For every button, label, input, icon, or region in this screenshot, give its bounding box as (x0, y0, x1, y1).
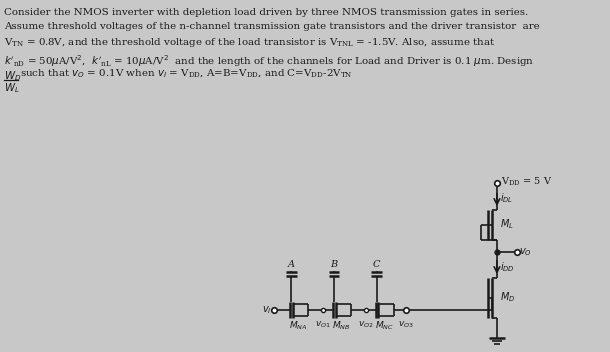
Text: $M_{NB}$: $M_{NB}$ (332, 320, 351, 333)
Text: Assume threshold voltages of the n-channel transmission gate transistors and the: Assume threshold voltages of the n-chann… (4, 22, 540, 31)
Text: V$_{\mathregular{TN}}$ = 0.8V, and the threshold voltage of the load transistor : V$_{\mathregular{TN}}$ = 0.8V, and the t… (4, 36, 496, 49)
Text: $M_{NC}$: $M_{NC}$ (375, 320, 394, 333)
Text: $v_{O2}$: $v_{O2}$ (358, 320, 374, 331)
Text: $i_{DL}$: $i_{DL}$ (500, 191, 513, 205)
Text: B: B (331, 260, 337, 269)
Text: V$_{\mathregular{DD}}$ = 5 V: V$_{\mathregular{DD}}$ = 5 V (500, 176, 552, 188)
Text: $v_O$: $v_O$ (519, 246, 532, 258)
Text: C: C (373, 260, 381, 269)
Text: $v_I$: $v_I$ (262, 304, 271, 316)
Text: $v_{O3}$: $v_{O3}$ (398, 320, 414, 331)
Text: $i_{DD}$: $i_{DD}$ (500, 260, 514, 274)
Text: Consider the NMOS inverter with depletion load driven by three NMOS transmission: Consider the NMOS inverter with depletio… (4, 8, 529, 17)
Text: $W_D$: $W_D$ (4, 69, 22, 83)
Text: $M_D$: $M_D$ (500, 290, 515, 304)
Text: $k'_{\mathregular{nD}}$ = 50$\mu$A/V$^2$,  $k'_{\mathregular{nL}}$ = 10$\mu$A/V$: $k'_{\mathregular{nD}}$ = 50$\mu$A/V$^2$… (4, 53, 535, 69)
Text: $M_L$: $M_L$ (500, 217, 514, 231)
Text: $W_L$: $W_L$ (4, 81, 20, 95)
Text: such that $v_O$ = 0.1V when $v_I$ = V$_{\mathregular{DD}}$, A=B=V$_{\mathregular: such that $v_O$ = 0.1V when $v_I$ = V$_{… (20, 68, 353, 80)
Text: A: A (288, 260, 295, 269)
Text: $v_{O1}$: $v_{O1}$ (315, 320, 331, 331)
Text: $M_{NA}$: $M_{NA}$ (289, 320, 308, 333)
